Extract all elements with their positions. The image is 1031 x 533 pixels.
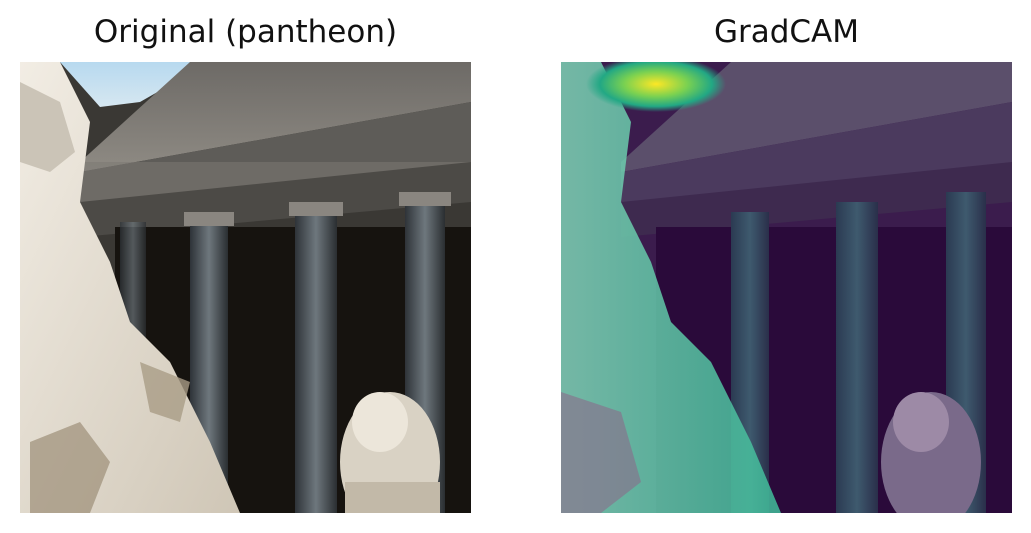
- pantheon-photo: [20, 62, 471, 513]
- original-panel-title: Original (pantheon): [93, 14, 398, 50]
- sculpture-overlay: [893, 392, 949, 452]
- fountain-detail: [140, 362, 190, 422]
- left-low-activation: [561, 392, 641, 513]
- frieze-overlay: [621, 162, 1012, 237]
- column-overlay: [836, 202, 878, 513]
- gradcam-hotspot: [586, 62, 726, 112]
- gradcam-heatmap: [561, 62, 1012, 513]
- column: [295, 202, 337, 513]
- fountain-shadow: [30, 422, 110, 513]
- cornice-overlay: [621, 102, 1012, 212]
- original-image: [20, 62, 471, 513]
- column-capital: [399, 192, 451, 206]
- sky: [60, 62, 210, 107]
- gradcam-image: [561, 62, 1012, 513]
- left-activation: [561, 62, 781, 513]
- fountain-detail: [20, 82, 75, 172]
- gradcam-panel-title: GradCAM: [713, 14, 860, 50]
- sculpture-base: [345, 482, 440, 513]
- sculpture-head: [352, 392, 408, 452]
- column-capital: [289, 202, 343, 216]
- pediment: [80, 62, 471, 172]
- frieze: [80, 162, 471, 237]
- column-capital: [184, 212, 234, 226]
